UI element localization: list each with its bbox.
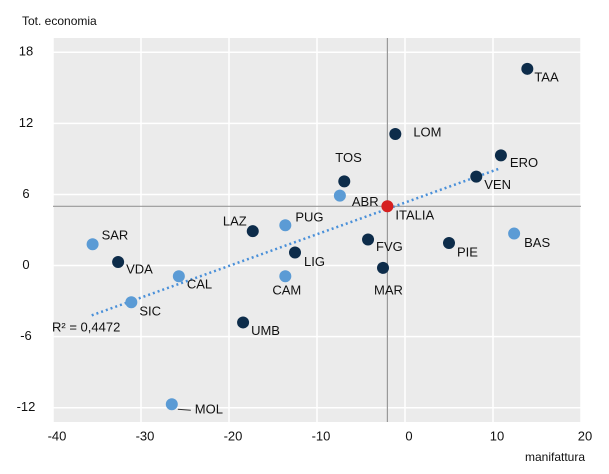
point-label: CAL [187, 277, 212, 292]
data-point [125, 296, 138, 309]
x-tick-label: -30 [136, 428, 155, 443]
point-label: SAR [102, 228, 129, 243]
data-point [172, 270, 185, 283]
point-label: TOS [335, 150, 362, 165]
x-tick-label: -10 [312, 428, 331, 443]
trendline [91, 167, 501, 317]
data-point [494, 149, 507, 162]
data-point [112, 256, 125, 268]
trendline-annotation: R² = 0,4472 [52, 319, 120, 334]
point-label: BAS [524, 235, 550, 250]
x-tick-label: 0 [405, 428, 412, 443]
x-tick-label: -20 [224, 428, 243, 443]
data-point [165, 398, 178, 411]
data-point [338, 175, 351, 188]
point-label: ERO [510, 155, 538, 170]
data-point [443, 237, 455, 250]
x-tick-label: -40 [48, 428, 67, 443]
point-label: PIE [457, 244, 478, 259]
data-point [237, 316, 250, 329]
point-label: VEN [484, 177, 511, 192]
leader-line [177, 408, 191, 411]
data-point [289, 246, 301, 259]
data-point [246, 225, 259, 238]
data-point [362, 233, 375, 246]
point-label: ABR [352, 194, 379, 209]
point-label: VDA [126, 261, 153, 276]
data-point [279, 270, 292, 283]
data-point [279, 219, 292, 232]
data-point [470, 170, 483, 183]
point-label: LOM [413, 124, 441, 139]
data-point [333, 189, 346, 202]
point-label: SIC [139, 304, 161, 319]
x-axis-label: manifattura [525, 450, 585, 464]
data-point [508, 227, 521, 240]
data-point [389, 128, 402, 140]
point-label: MOL [195, 402, 223, 417]
y-tick-label: -6 [20, 328, 32, 343]
y-tick-label: -12 [17, 399, 36, 414]
data-point [86, 238, 99, 251]
point-label: MAR [374, 282, 403, 297]
point-label: TAA [534, 69, 559, 84]
point-label: LAZ [223, 214, 247, 229]
point-label: ITALIA [395, 208, 434, 223]
y-tick-label: 12 [19, 115, 33, 130]
y-axis-label: Tot. economia [22, 14, 97, 28]
data-point [381, 200, 394, 213]
data-point [521, 62, 534, 75]
point-label: CAM [272, 283, 301, 298]
x-tick-label: 10 [490, 428, 504, 443]
point-label: UMB [251, 323, 280, 338]
y-tick-label: 0 [22, 257, 29, 272]
point-label: LIG [304, 254, 325, 269]
data-point [377, 261, 389, 274]
x-tick-label: 20 [578, 428, 592, 443]
y-tick-label: 18 [19, 44, 33, 59]
y-tick-label: 6 [22, 186, 29, 201]
point-label: FVG [376, 239, 403, 254]
point-label: PUG [295, 210, 323, 225]
